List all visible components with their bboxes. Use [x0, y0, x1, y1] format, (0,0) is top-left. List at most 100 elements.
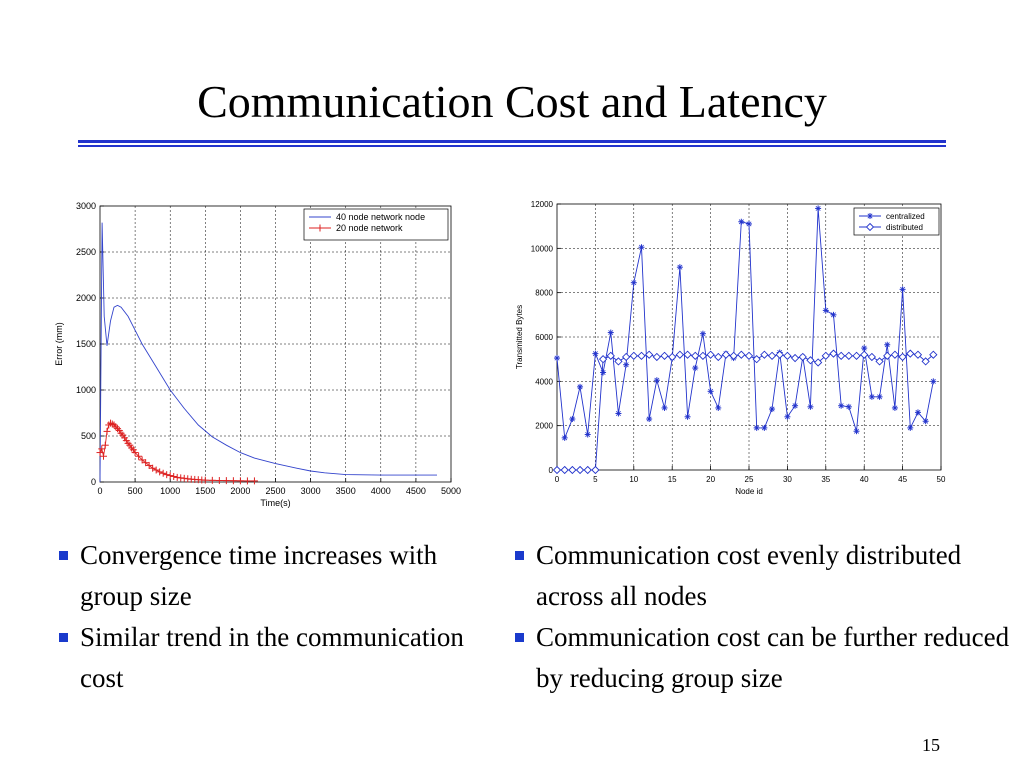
- legend-label: 40 node network node: [336, 212, 425, 222]
- series-2: [96, 419, 258, 485]
- data-point: [653, 377, 660, 384]
- data-point: [907, 424, 914, 431]
- bullet-text: Similar trend in the communication cost: [80, 622, 464, 693]
- data-point: [584, 431, 591, 438]
- title-rule: [78, 140, 946, 147]
- y-axis-ticks: 0 500 1000 1500 2000 2500 3000: [76, 201, 104, 487]
- data-point: [930, 378, 937, 385]
- legend-label: distributed: [886, 223, 923, 232]
- x-tick-label: 1500: [195, 486, 215, 496]
- data-point: [638, 244, 645, 251]
- data-point: [145, 461, 153, 469]
- data-point: [569, 416, 576, 423]
- x-tick-label: 3500: [336, 486, 356, 496]
- data-point: [891, 404, 898, 411]
- square-bullet-icon: [59, 633, 68, 642]
- data-point: [208, 476, 216, 484]
- transmitted-bytes-plot: 0 5 10 15 20 25 30 35 40 45 50 0 2000 4000 6000 8000 100…: [515, 200, 946, 496]
- data-point: [646, 416, 653, 423]
- y-tick-label: 0: [549, 466, 554, 475]
- data-point: [96, 449, 104, 457]
- x-tick-label: 10: [629, 475, 638, 484]
- legend-marker: [867, 213, 873, 219]
- x-tick-label: 5: [593, 475, 598, 484]
- data-point: [890, 350, 900, 359]
- x-tick-label: 5000: [441, 486, 461, 496]
- data-point: [201, 476, 209, 484]
- data-point: [621, 352, 631, 362]
- data-point: [707, 388, 714, 395]
- data-point: [107, 419, 115, 427]
- data-point: [761, 424, 768, 431]
- data-point: [222, 477, 230, 485]
- data-point: [714, 352, 723, 362]
- data-point: [100, 452, 108, 460]
- data-point: [135, 452, 143, 460]
- data-point: [737, 350, 746, 359]
- data-point: [798, 352, 807, 362]
- data-point: [250, 477, 258, 485]
- data-point: [844, 351, 853, 360]
- y-tick-label: 1000: [76, 385, 96, 395]
- data-point: [769, 406, 776, 413]
- page-number: 15: [922, 735, 940, 755]
- data-point: [98, 445, 106, 453]
- data-point: [159, 469, 167, 477]
- y-tick-label: 0: [91, 477, 96, 487]
- data-point: [699, 330, 706, 337]
- bullet-text: Communication cost evenly distributed ac…: [536, 540, 962, 611]
- data-point: [142, 459, 150, 467]
- data-point: [660, 351, 669, 360]
- data-point: [784, 413, 791, 420]
- x-tick-label: 25: [745, 475, 754, 484]
- x-tick-label: 4500: [406, 486, 426, 496]
- x-tick-label: 4000: [371, 486, 391, 496]
- data-point: [552, 465, 562, 475]
- data-point: [606, 351, 615, 360]
- data-point: [614, 357, 623, 366]
- data-point: [746, 220, 752, 227]
- data-point: [875, 357, 884, 366]
- data-point: [837, 351, 846, 360]
- y-tick-label: 1500: [76, 339, 96, 349]
- legend-box: [303, 208, 449, 241]
- x-axis-ticks: 0 500 1000 1500 2000 2500 3000 3500 4000 4500 5000: [97, 478, 461, 496]
- x-tick-label: 500: [128, 486, 143, 496]
- data-point: [906, 349, 915, 358]
- x-axis-ticks: 0 5 10 15 20 25 30 35 40 45 50: [555, 466, 946, 484]
- data-point: [561, 434, 568, 441]
- x-tick-label: 40: [860, 475, 869, 484]
- data-point: [829, 349, 838, 358]
- data-point: [131, 449, 139, 457]
- data-point: [884, 341, 891, 348]
- grid-lines: [557, 204, 941, 470]
- data-point: [752, 355, 761, 364]
- data-point: [738, 218, 745, 225]
- slide-title: Communication Cost and Latency: [197, 76, 827, 127]
- data-point: [568, 465, 577, 475]
- data-point: [845, 403, 852, 410]
- y-tick-label: 3000: [76, 201, 96, 211]
- bullet-item: Communication cost can be further reduce…: [512, 617, 1024, 699]
- data-point: [929, 350, 938, 359]
- x-tick-label: 45: [898, 475, 907, 484]
- data-point: [792, 402, 799, 409]
- square-bullet-icon: [59, 551, 68, 560]
- data-point: [138, 456, 146, 464]
- y-tick-label: 2000: [76, 293, 96, 303]
- y-tick-label: 2500: [76, 247, 96, 257]
- data-point: [607, 329, 614, 336]
- data-point: [683, 350, 692, 359]
- data-point: [861, 345, 868, 352]
- series-2: [552, 349, 938, 475]
- data-point: [867, 352, 877, 362]
- legend-label: centralized: [886, 212, 925, 221]
- bullet-item: Similar trend in the communication cost: [56, 617, 496, 699]
- data-point: [838, 402, 845, 409]
- y-axis-ticks: 0 2000 4000 6000 8000 10000 12000: [531, 200, 561, 475]
- series-1: [99, 222, 437, 483]
- data-point: [156, 468, 164, 476]
- data-point: [729, 351, 738, 360]
- data-point: [914, 409, 921, 416]
